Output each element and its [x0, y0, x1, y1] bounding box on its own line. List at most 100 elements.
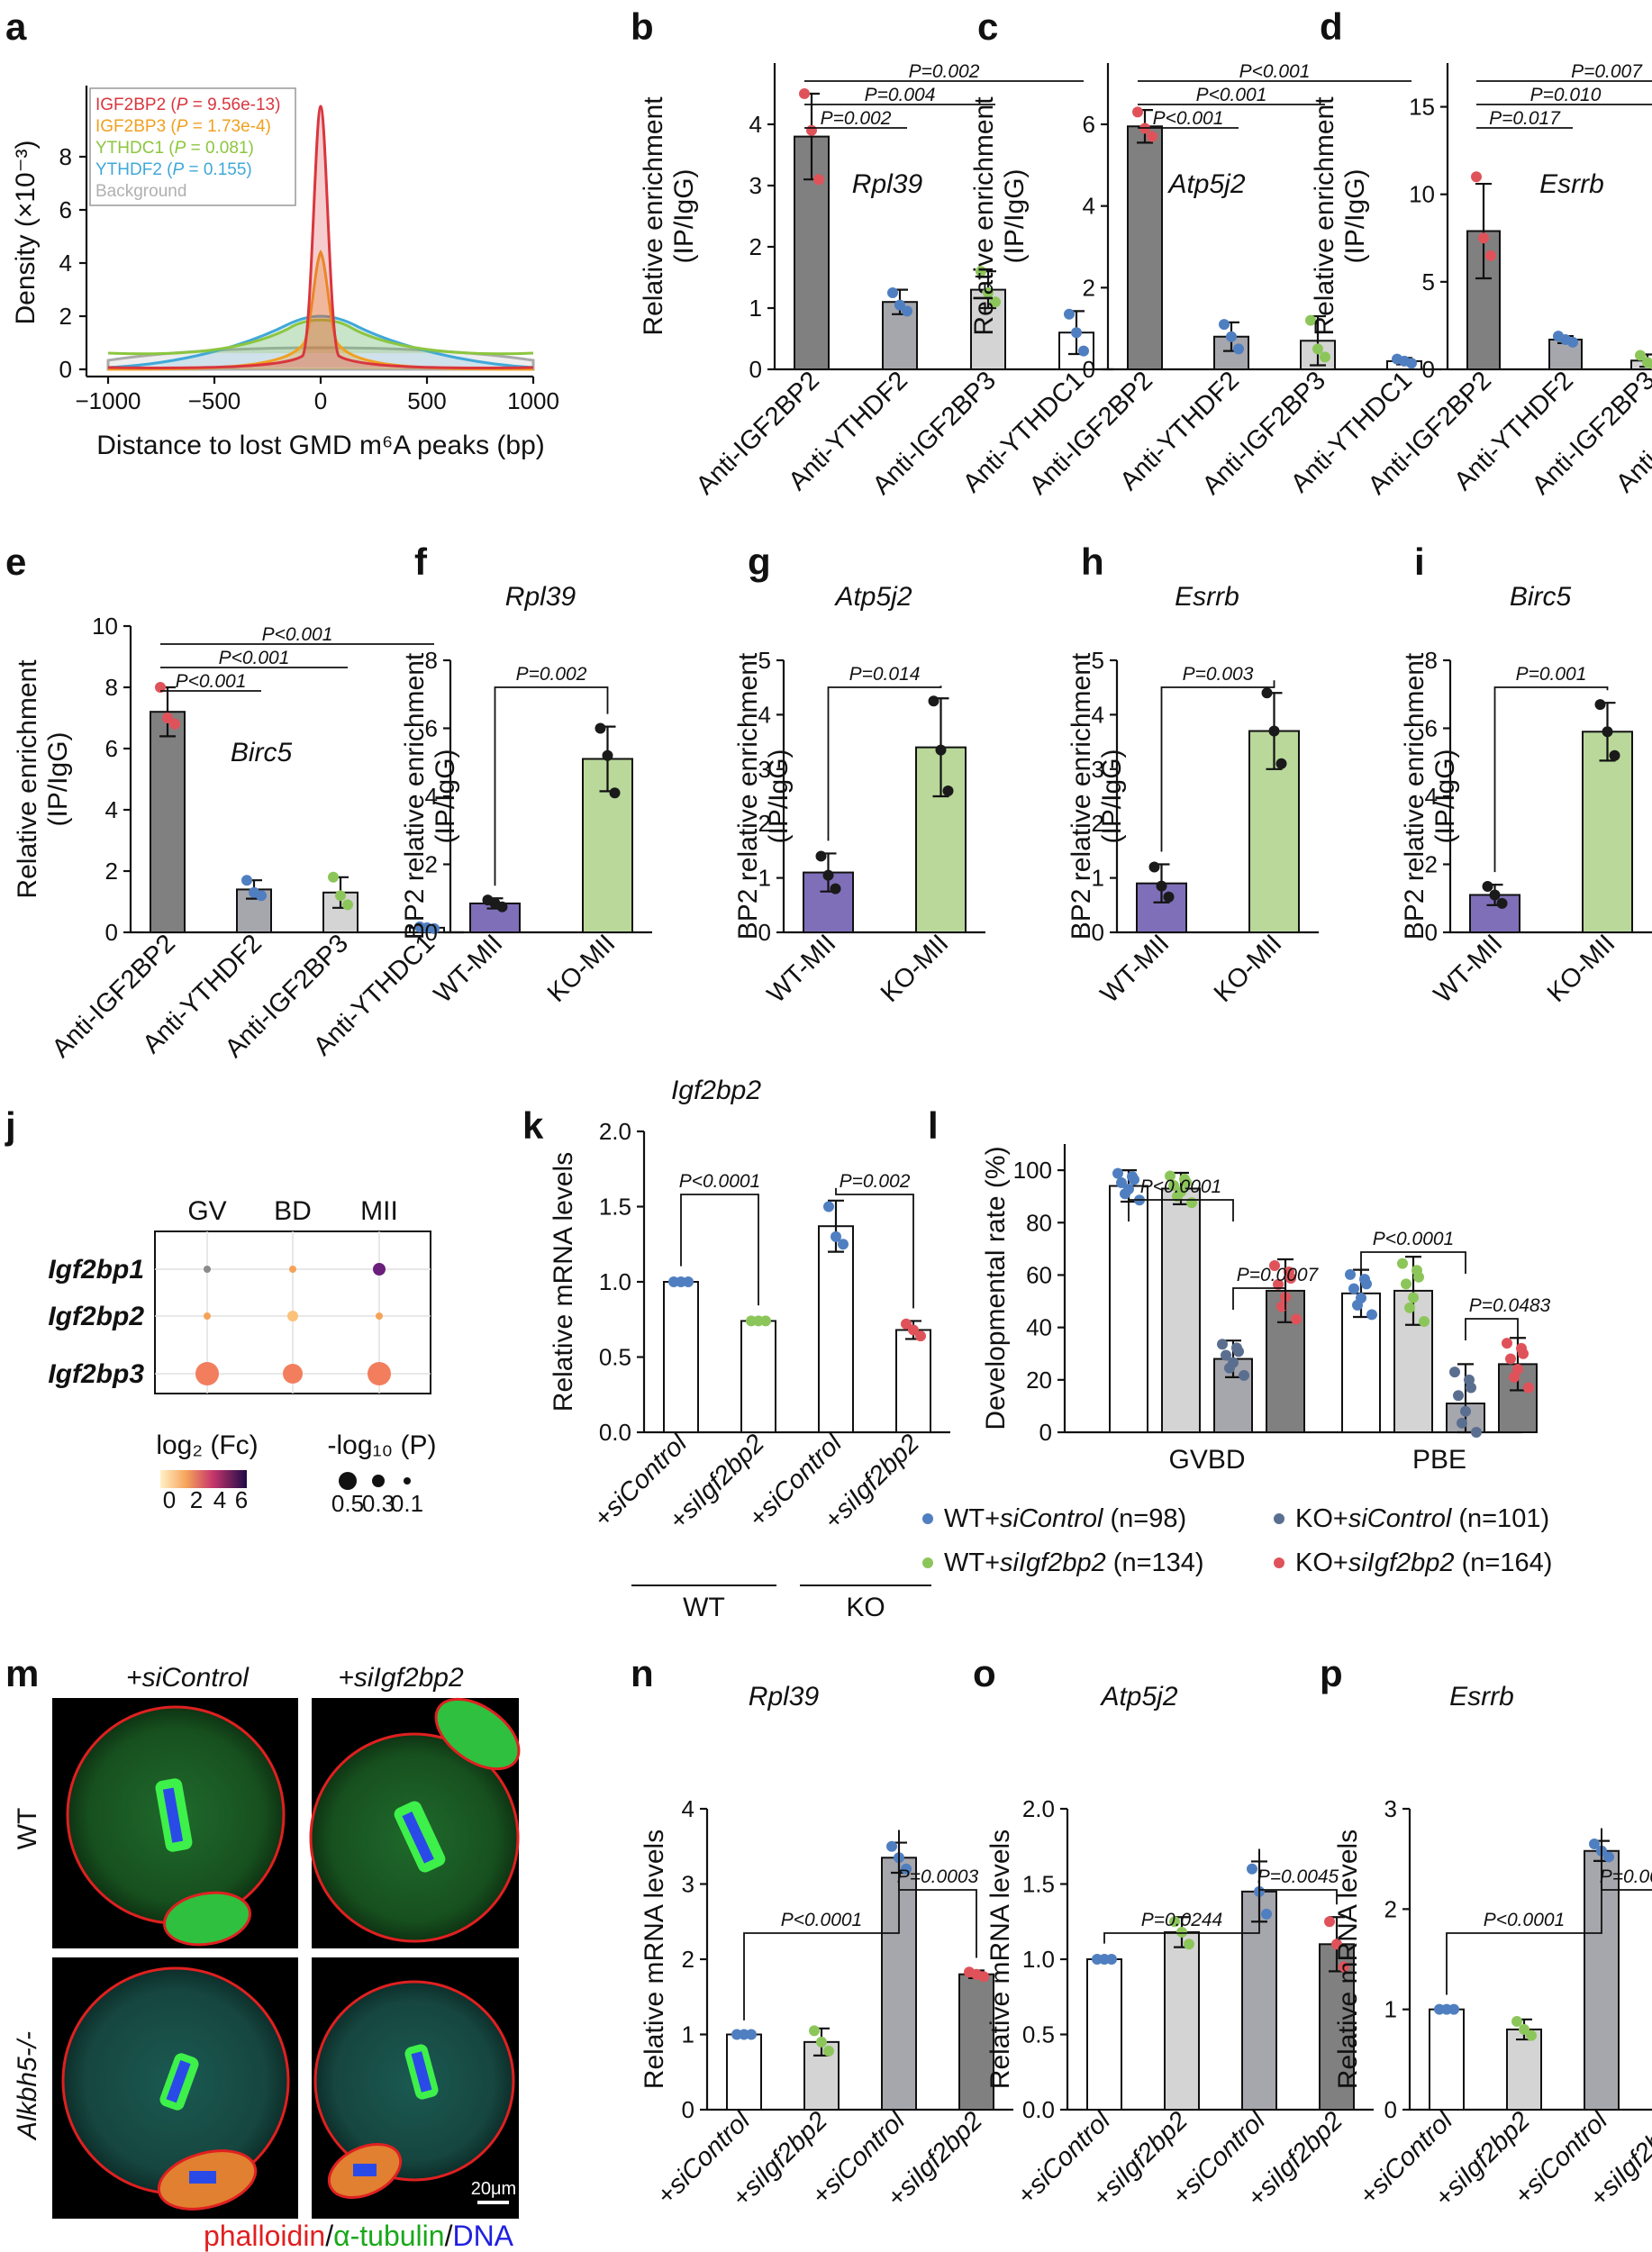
panel-d-ylabel-unit: (IP/IgG) [1340, 168, 1370, 263]
panel-p-ytick-label: 1 [1384, 1996, 1397, 2023]
point-d-1 [1567, 336, 1578, 348]
pbracket-p-1 [1601, 1828, 1652, 1891]
panel-p-gene-label: Esrrb [1449, 1682, 1514, 1712]
panel-e-ytick-label: 6 [105, 735, 118, 762]
point-l [1112, 1167, 1123, 1179]
panel-a: a 0 2 4 6 8 −1000 −500 0 500 1000 Densit… [5, 5, 559, 460]
panel-j-dots [195, 1263, 391, 1385]
panel-g-ylabel: BP2 relative enrichment [733, 652, 763, 940]
point-n-1 [823, 2045, 834, 2057]
point-i-0 [1482, 881, 1493, 893]
group-label-wt: WT [683, 1593, 725, 1622]
xcat-l-1: PBE [1412, 1445, 1466, 1475]
panel-h-ytick-label: 0 [1092, 919, 1104, 946]
legend-l-entry: KO+siControl (n=101) [1295, 1504, 1549, 1533]
bar-o-0 [1086, 1958, 1122, 2111]
point-l [1221, 1349, 1231, 1361]
density-igf2bp3-curve [107, 250, 534, 371]
point-b-1 [902, 305, 912, 317]
dot-igf2bp1-bd [289, 1266, 296, 1273]
point-o-2 [1261, 1908, 1272, 1920]
panel-i-ytick-label: 0 [1425, 919, 1438, 946]
point-l [1397, 1258, 1408, 1269]
point-n-1 [809, 2025, 820, 2037]
point-e-0 [169, 718, 180, 730]
legend-l-swatch [922, 1513, 933, 1524]
panel-n-ytick-label: 2 [682, 1946, 694, 1973]
panel-o-letter: o [973, 1652, 996, 1694]
stain-phalloidin: phalloidin [204, 2220, 325, 2252]
panel-i-ytick-label: 2 [1425, 851, 1438, 878]
panel-e-ytick-label: 4 [105, 796, 118, 823]
point-f-1 [609, 787, 621, 799]
panel-l-letter: l [928, 1104, 939, 1147]
pbracket-o-1 [1258, 1848, 1338, 1905]
panel-d-ytick-label: 5 [1422, 268, 1435, 295]
point-p-2 [1589, 1838, 1600, 1849]
point-l [1273, 1278, 1284, 1290]
panel-a-ytick: 4 [59, 250, 72, 277]
panel-k-ytick-label: 0.5 [599, 1344, 631, 1371]
panel-a-legend-entry: IGF2BP2 (P = 9.56e-13) [95, 95, 280, 114]
panel-b-ytick-label: 2 [749, 233, 762, 260]
point-h-1 [1261, 687, 1273, 699]
point-l [1359, 1274, 1370, 1285]
point-l [1284, 1266, 1294, 1277]
panel-a-ytick: 2 [59, 303, 72, 330]
panel-e-ytick-label: 0 [105, 919, 118, 946]
panel-c-ytick-label: 2 [1083, 274, 1095, 301]
pvalue-b-0: P=0.002 [909, 61, 980, 82]
panel-l-ytick-label: 80 [1026, 1209, 1052, 1236]
panel-h-ytick-label: 4 [1092, 701, 1104, 728]
legend-l-swatch [1274, 1513, 1284, 1524]
panel-i-ytick-label: 8 [1425, 647, 1438, 674]
panel-m-row-alkbh5: Alkbh5-/- [13, 2031, 42, 2141]
panel-m-col-sicontrol: +siControl [126, 1663, 250, 1693]
panel-f-ytick-label: 4 [425, 783, 438, 810]
density-igf2bp2-curve [107, 104, 534, 369]
panel-b-ylabel: Relative enrichment [639, 96, 668, 336]
panel-n-ylabel: Relative mRNA levels [640, 1830, 669, 2089]
panel-m-row-wt: WT [13, 1808, 42, 1850]
point-f-1 [602, 749, 613, 761]
panel-m: m +siControl +siIgf2bp2 WT Alkbh5-/- [5, 1652, 521, 2252]
point-l [1453, 1390, 1464, 1402]
pvalue-d-2: P=0.017 [1489, 108, 1561, 129]
point-l [1457, 1417, 1467, 1429]
pbracket-i-0 [1493, 686, 1609, 873]
panel-a-xtick: 0 [314, 387, 327, 414]
point-b-2 [983, 287, 994, 298]
pvalue-n-0: P<0.0001 [781, 1910, 863, 1930]
point-e-2 [342, 899, 353, 911]
panel-j-color-bar [160, 1470, 247, 1488]
panel-e-ytick-label: 10 [92, 613, 118, 640]
panel-g-ytick-label: 4 [758, 701, 771, 728]
pvalue-o-1: P=0.0045 [1257, 1866, 1339, 1887]
panel-a-letter: a [5, 5, 27, 48]
density-ythdf2-curve [107, 314, 534, 369]
point-c-0 [1132, 106, 1143, 118]
micrograph-wt-siigf2bp2 [309, 1697, 521, 1948]
panel-k-ytick-label: 1.0 [599, 1268, 631, 1295]
point-l [1165, 1170, 1175, 1182]
panel-b-gene-label: Rpl39 [852, 169, 923, 199]
panel-o-gene-label: Atp5j2 [1099, 1682, 1177, 1712]
panel-b-ytick-label: 3 [749, 172, 762, 199]
point-l [1291, 1313, 1302, 1325]
pvalue-c-1: P<0.001 [1196, 85, 1267, 105]
panel-k-letter: k [522, 1104, 544, 1147]
pvalue-e-2: P<0.001 [176, 671, 247, 692]
panel-f-ylabel: BP2 relative enrichment [400, 652, 430, 940]
pvalue-c-2: P<0.001 [1153, 108, 1224, 129]
point-o-3 [1331, 1939, 1342, 1950]
pvalue-o-0: P=0.0244 [1141, 1910, 1223, 1930]
panel-k-ytick-label: 0.0 [599, 1419, 631, 1446]
pvalue-l-1: P=0.0007 [1237, 1265, 1320, 1285]
point-o-3 [1324, 1916, 1335, 1928]
point-h-0 [1148, 861, 1160, 873]
panel-j: j GV BD MII Igf2bp1 Igf2bp2 Igf2bp3 log₂… [5, 1104, 436, 1517]
pvalue-d-1: P=0.010 [1530, 85, 1602, 105]
point-e-1 [256, 890, 267, 902]
